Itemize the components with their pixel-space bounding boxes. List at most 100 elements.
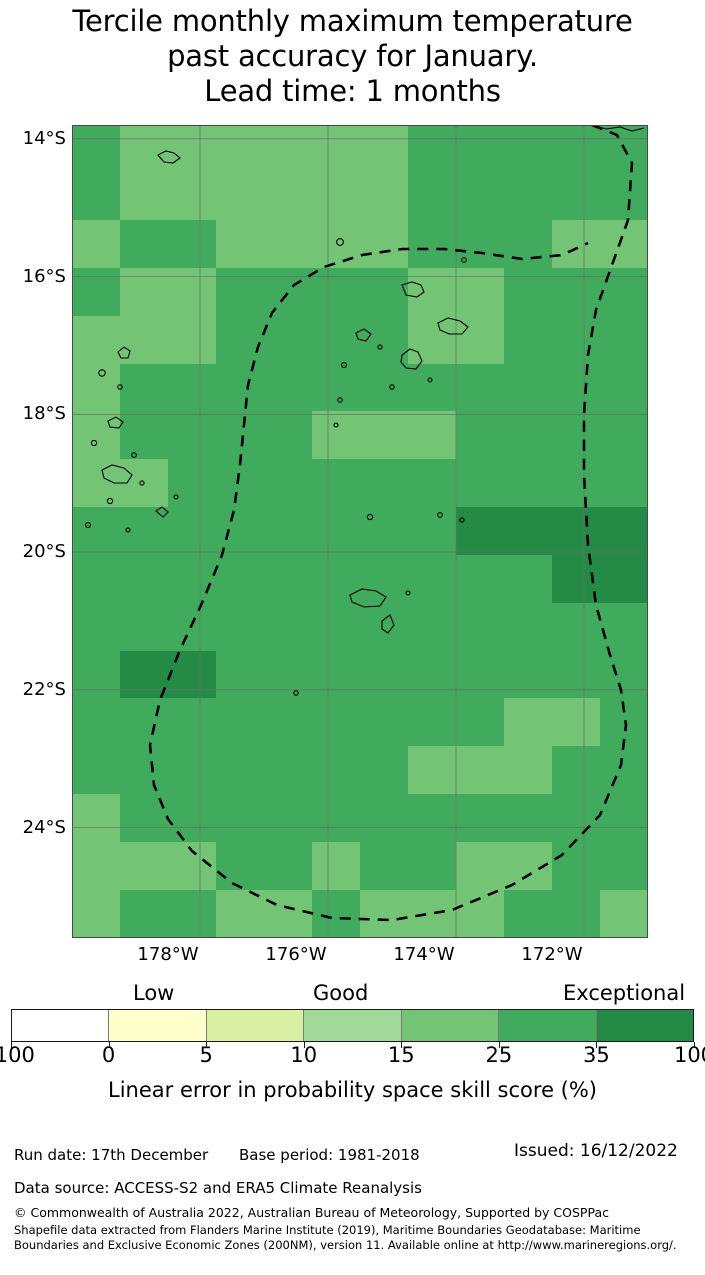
heatmap-cell [119,267,169,317]
heatmap-cell [72,411,121,461]
heatmap-cells [72,125,648,938]
heatmap-cell [215,602,265,652]
heatmap-cell [503,172,553,222]
data-source: Data source: ACCESS-S2 and ERA5 Climate … [14,1179,422,1197]
heatmap-cell [551,267,601,317]
heatmap-cell [455,841,505,891]
heatmap-cell [407,889,457,938]
heatmap-cell [551,125,601,174]
heatmap-cell [407,125,457,174]
colorbar-tick-label: 0 [101,1043,116,1067]
y-axis-tick-label: 14°S [22,127,66,149]
colorbar-axis-label: Linear error in probability space skill … [108,1078,597,1102]
heatmap-cell [599,459,648,509]
y-axis-tick-label: 22°S [22,678,66,700]
heatmap-cell [359,794,409,843]
heatmap-cell [263,698,313,748]
heatmap-cell [311,220,361,269]
heatmap-cell [311,125,361,174]
heatmap-cell [72,554,121,604]
heatmap-cell [455,363,505,413]
heatmap-cell [551,172,601,222]
heatmap-cell [72,459,121,509]
heatmap-cell [503,554,553,604]
heatmap-cell [72,315,121,365]
heatmap-cell [551,411,601,461]
title-line-1: Tercile monthly maximum temperature [72,4,633,38]
heatmap-cell [167,841,217,891]
heatmap-cell [599,125,648,174]
heatmap-cell [167,315,217,365]
heatmap-cell [359,746,409,796]
heatmap-cell [407,459,457,509]
colorbar-tick-mark [694,1042,695,1048]
heatmap-cell [119,698,169,748]
heatmap-cell [311,650,361,700]
heatmap-cell [551,459,601,509]
heatmap-cell [263,554,313,604]
y-axis-tick-label: 16°S [22,265,66,287]
heatmap-cell [119,459,169,509]
heatmap-cell [215,411,265,461]
colorbar-tick-label: -100 [0,1043,35,1067]
heatmap-cell [359,411,409,461]
heatmap-cell [167,125,217,174]
heatmap-cell [72,889,121,938]
heatmap-cell [503,746,553,796]
heatmap-cell [551,507,601,556]
heatmap-cell [215,363,265,413]
heatmap-cell [311,172,361,222]
heatmap-cell [359,841,409,891]
heatmap-cell [167,459,217,509]
heatmap-cell [455,125,505,174]
heatmap-cell [119,841,169,891]
x-axis-tick-label: 172°W [521,944,583,965]
heatmap-cell [551,363,601,413]
heatmap-cell [503,507,553,556]
heatmap-cell [72,507,121,556]
title-line-2: past accuracy for January. [167,39,538,73]
heatmap-cell [72,172,121,222]
heatmap-cell [167,889,217,938]
heatmap-cell [407,602,457,652]
heatmap-cell [167,698,217,748]
chart-title: Tercile monthly maximum temperature past… [0,4,705,109]
colorbar-category-label: Good [313,981,369,1005]
heatmap-cell [72,841,121,891]
heatmap-cell [311,698,361,748]
heatmap-cell [167,650,217,700]
heatmap-cell [599,172,648,222]
heatmap-cell [359,650,409,700]
heatmap-cell [407,172,457,222]
heatmap-cell [359,125,409,174]
heatmap-cell [215,125,265,174]
heatmap-cell [455,554,505,604]
heatmap-cell [551,698,601,748]
colorbar-tick-label: 5 [199,1043,213,1067]
heatmap-cell [167,220,217,269]
heatmap-cell [311,315,361,365]
heatmap-cell [215,746,265,796]
y-axis-tick-label: 24°S [22,816,66,838]
heatmap-cell [215,554,265,604]
heatmap-cell [311,602,361,652]
heatmap-cell [599,794,648,843]
heatmap-cell [359,698,409,748]
heatmap-cell [503,459,553,509]
heatmap-cell [119,363,169,413]
colorbar-category-label: Low [133,981,175,1005]
heatmap-cell [503,889,553,938]
heatmap-cell [263,172,313,222]
heatmap-cell [263,315,313,365]
heatmap-cell [263,125,313,174]
colorbar-tick-mark [11,1042,12,1048]
heatmap-cell [455,698,505,748]
heatmap-cell [599,602,648,652]
heatmap-cell [455,411,505,461]
heatmap-cell [455,746,505,796]
colorbar-category-labels: Low Good Exceptional [0,981,705,1007]
heatmap-cell [167,554,217,604]
heatmap-cell [503,315,553,365]
heatmap-cell [72,125,121,174]
heatmap-cell [311,554,361,604]
